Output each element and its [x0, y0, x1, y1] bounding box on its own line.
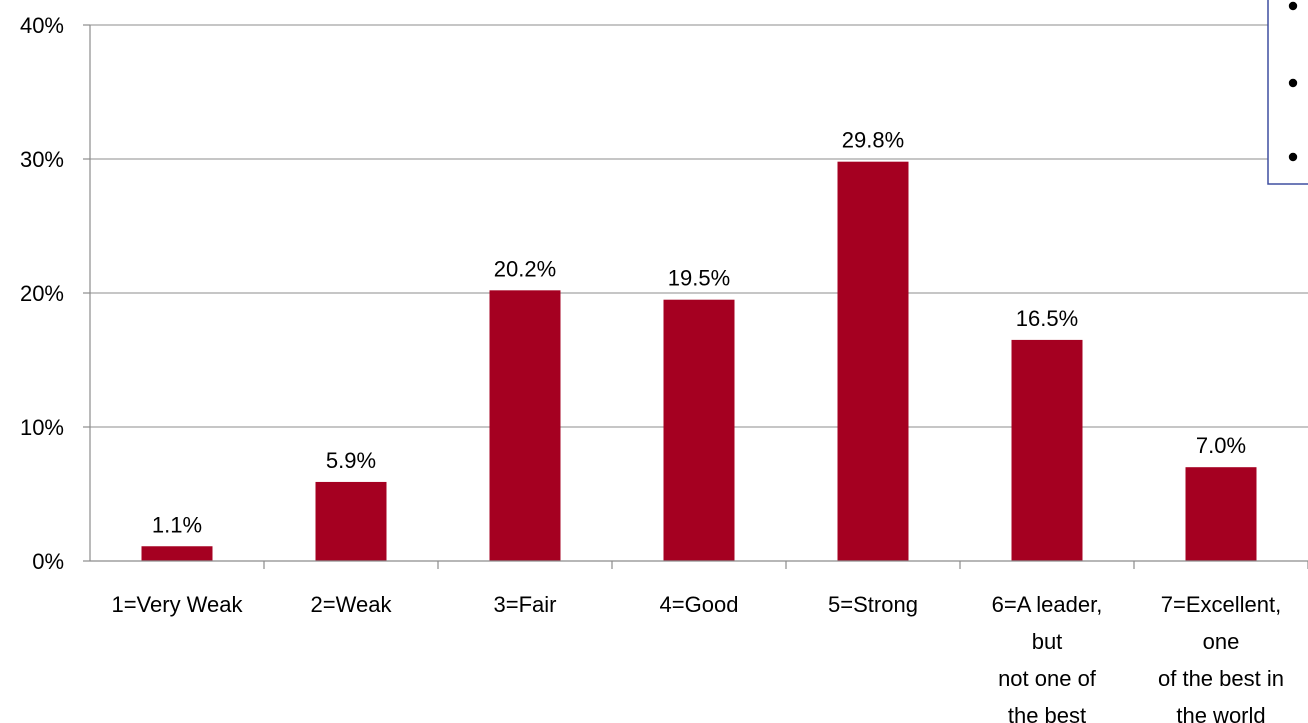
bar [1011, 339, 1083, 561]
x-tick-label: 7=Excellent, one of the best in the world [1158, 592, 1284, 723]
bar [141, 546, 213, 561]
bar [1185, 467, 1257, 561]
bar [489, 290, 561, 561]
bar [837, 161, 909, 561]
data-label: 7.0% [1196, 433, 1246, 458]
x-tick-label-line: 6=A leader, [992, 592, 1103, 617]
x-tick-label-line: one [1203, 629, 1240, 654]
data-label: 20.2% [494, 256, 556, 281]
axes [83, 24, 1308, 569]
x-tick-label-line: of the best in [1158, 666, 1284, 691]
bar [663, 299, 735, 561]
y-tick-label: 30% [20, 147, 64, 172]
y-tick-label: 0% [32, 549, 64, 574]
data-label: 5.9% [326, 448, 376, 473]
x-tick-label: 3=Fair [494, 592, 557, 617]
x-tick-label-line: 3=Fair [494, 592, 557, 617]
x-tick-label: 2=Weak [311, 592, 393, 617]
x-tick-label: 6=A leader, but not one of the best [992, 592, 1103, 723]
inset-box [1267, 0, 1308, 185]
x-tick-label: 4=Good [660, 592, 739, 617]
x-tick-label-line: the world [1176, 703, 1265, 723]
bullet-icon [1288, 78, 1298, 88]
bullet-icon [1288, 152, 1298, 162]
x-tick-label-line: 7=Excellent, [1161, 592, 1281, 617]
labels: 0% 10% 20% 30% 40% 1.1% 1=Very Weak 5.9% 2=Weak 2… [20, 13, 1284, 723]
bars [141, 161, 1257, 561]
x-tick-label-line: 1=Very Weak [111, 592, 243, 617]
data-label: 19.5% [668, 266, 730, 291]
y-tick-label: 40% [20, 13, 64, 38]
y-tick-label: 10% [20, 415, 64, 440]
x-tick-label-line: not one of [998, 666, 1097, 691]
x-tick-label-line: but [1032, 629, 1063, 654]
x-tick-label-line: 4=Good [660, 592, 739, 617]
bar [315, 481, 387, 561]
x-tick-label-line: 2=Weak [311, 592, 393, 617]
data-label: 16.5% [1016, 306, 1078, 331]
data-label: 29.8% [842, 128, 904, 153]
data-label: 1.1% [152, 512, 202, 537]
x-tick-label: 5=Strong [828, 592, 918, 617]
x-tick-label-line: 5=Strong [828, 592, 918, 617]
bullet-icon [1288, 1, 1298, 11]
x-tick-label: 1=Very Weak [111, 592, 243, 617]
x-tick-label-line: the best [1008, 703, 1086, 723]
y-tick-label: 20% [20, 281, 64, 306]
inset-panel [1267, 0, 1308, 185]
